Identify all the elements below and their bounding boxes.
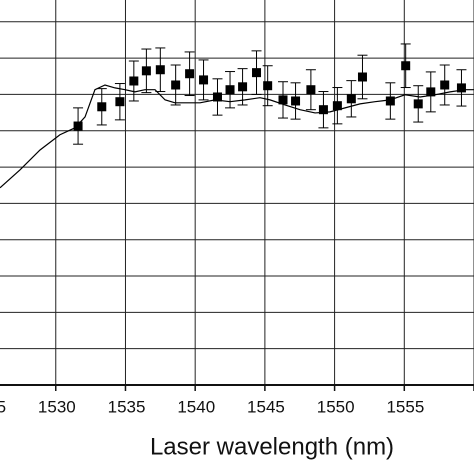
data-point xyxy=(171,80,181,90)
data-point xyxy=(346,94,356,104)
data-point xyxy=(440,80,450,90)
data-point xyxy=(278,95,288,105)
x-tick-label: 25 xyxy=(0,397,6,416)
x-tick-label: 1535 xyxy=(108,397,146,416)
data-point xyxy=(291,96,301,106)
data-point xyxy=(141,66,151,76)
data-point xyxy=(263,81,273,91)
data-point xyxy=(115,97,125,107)
data-point xyxy=(185,69,195,79)
data-point xyxy=(306,85,316,95)
data-point xyxy=(357,72,367,82)
data-point xyxy=(385,96,395,106)
data-point xyxy=(129,76,139,86)
data-point xyxy=(426,87,436,97)
data-point xyxy=(73,121,83,131)
fit-curve xyxy=(0,84,474,189)
x-tick-label: 1530 xyxy=(38,397,76,416)
data-point xyxy=(225,85,235,95)
x-tick-label: 1545 xyxy=(247,397,285,416)
data-point xyxy=(413,99,423,109)
data-point xyxy=(401,61,411,71)
data-point xyxy=(97,102,107,112)
data-point xyxy=(212,92,222,102)
data-point xyxy=(456,83,466,93)
data-point xyxy=(199,75,209,85)
x-tick-label: 1550 xyxy=(317,397,355,416)
x-tick-label: 1555 xyxy=(386,397,424,416)
data-point xyxy=(332,101,342,111)
x-tick-label: 1540 xyxy=(177,397,215,416)
data-point xyxy=(252,68,262,78)
x-axis-title: Laser wavelength (nm) xyxy=(150,433,394,460)
data-point xyxy=(238,82,248,92)
data-point xyxy=(155,65,165,75)
data-point xyxy=(318,105,328,115)
